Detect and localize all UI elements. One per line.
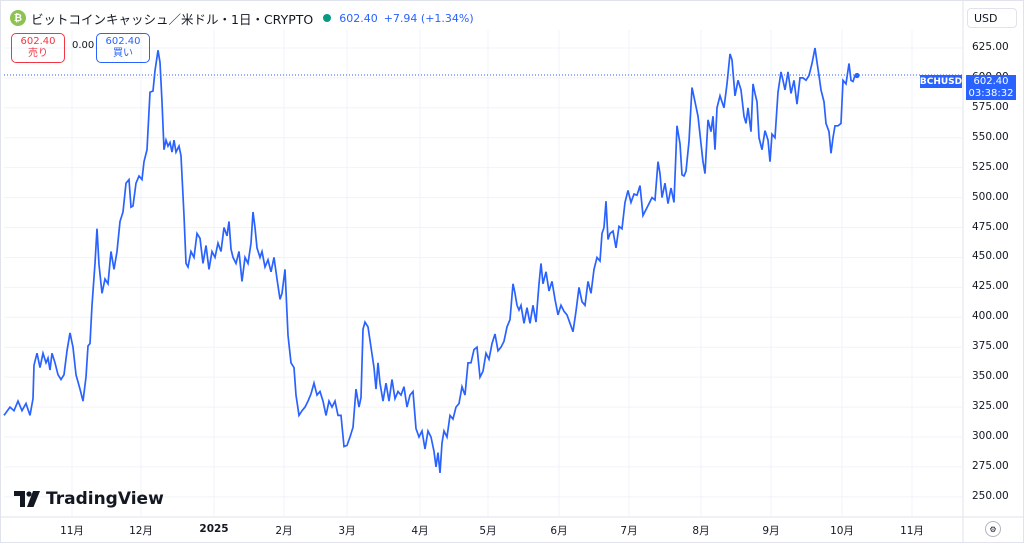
last-price-dot bbox=[854, 72, 860, 79]
spread-value: 0.00 bbox=[72, 40, 95, 51]
x-tick-label: 5月 bbox=[479, 525, 497, 537]
bitcoin-cash-icon: ₿ bbox=[10, 10, 26, 26]
x-tick-label: 11月 bbox=[900, 525, 924, 537]
x-tick-label: 2月 bbox=[275, 525, 293, 537]
x-tick-label: 8月 bbox=[692, 525, 710, 537]
y-tick-label: 500.00 bbox=[972, 190, 1009, 203]
currency-select[interactable]: USD bbox=[967, 8, 1017, 28]
buy-button[interactable]: 602.40 買い bbox=[96, 33, 150, 63]
last-price-tag: 602.40 03:38:32 bbox=[966, 75, 1016, 100]
y-tick-label: 425.00 bbox=[972, 280, 1009, 293]
settings-icon[interactable]: ⚙ bbox=[985, 521, 1001, 537]
y-tick-label: 525.00 bbox=[972, 160, 1009, 173]
x-tick-label: 6月 bbox=[550, 525, 568, 537]
y-tick-label: 475.00 bbox=[972, 220, 1009, 233]
y-tick-label: 575.00 bbox=[972, 100, 1009, 113]
y-tick-label: 400.00 bbox=[972, 310, 1009, 323]
header-change: +7.94 (+1.34%) bbox=[383, 11, 474, 25]
y-tick-label: 300.00 bbox=[972, 429, 1009, 442]
y-tick-label: 375.00 bbox=[972, 340, 1009, 353]
buy-price: 602.40 bbox=[105, 36, 141, 47]
sell-label: 売り bbox=[28, 48, 48, 59]
countdown-timer: 03:38:32 bbox=[968, 87, 1014, 99]
x-tick-label: 10月 bbox=[830, 525, 854, 537]
last-price-value: 602.40 bbox=[973, 75, 1009, 87]
x-tick-label: 2025 bbox=[199, 523, 229, 535]
watermark-text: TradingView bbox=[46, 489, 164, 509]
y-tick-label: 550.00 bbox=[972, 130, 1009, 143]
buy-label: 買い bbox=[113, 48, 133, 59]
market-status-icon bbox=[323, 14, 332, 22]
y-tick-label: 625.00 bbox=[972, 40, 1009, 53]
price-series-line bbox=[3, 47, 857, 473]
y-tick-label: 325.00 bbox=[972, 400, 1009, 413]
sell-price: 602.40 bbox=[20, 36, 56, 47]
y-tick-label: 250.00 bbox=[972, 489, 1009, 502]
x-tick-label: 11月 bbox=[60, 525, 84, 537]
symbol-title: ビットコインキャッシュ／米ドル・1日・CRYPTO bbox=[31, 11, 314, 27]
sell-button[interactable]: 602.40 売り bbox=[11, 33, 65, 63]
x-tick-label: 9月 bbox=[762, 525, 780, 537]
y-tick-label: 450.00 bbox=[972, 250, 1009, 263]
y-tick-label: 275.00 bbox=[972, 459, 1009, 472]
tradingview-logo[interactable]: TradingView bbox=[14, 489, 164, 509]
x-tick-label: 3月 bbox=[338, 525, 356, 537]
symbol-tag: BCHUSD bbox=[919, 75, 963, 88]
x-tick-label: 12月 bbox=[129, 525, 153, 537]
header-price: 602.40 bbox=[339, 11, 378, 25]
y-tick-label: 350.00 bbox=[972, 370, 1009, 383]
x-tick-label: 7月 bbox=[620, 525, 638, 537]
tradingview-logo-icon bbox=[14, 491, 40, 507]
symbol-header: ₿ ビットコインキャッシュ／米ドル・1日・CRYPTO 602.40 +7.94… bbox=[10, 9, 474, 27]
x-tick-label: 4月 bbox=[411, 525, 429, 537]
